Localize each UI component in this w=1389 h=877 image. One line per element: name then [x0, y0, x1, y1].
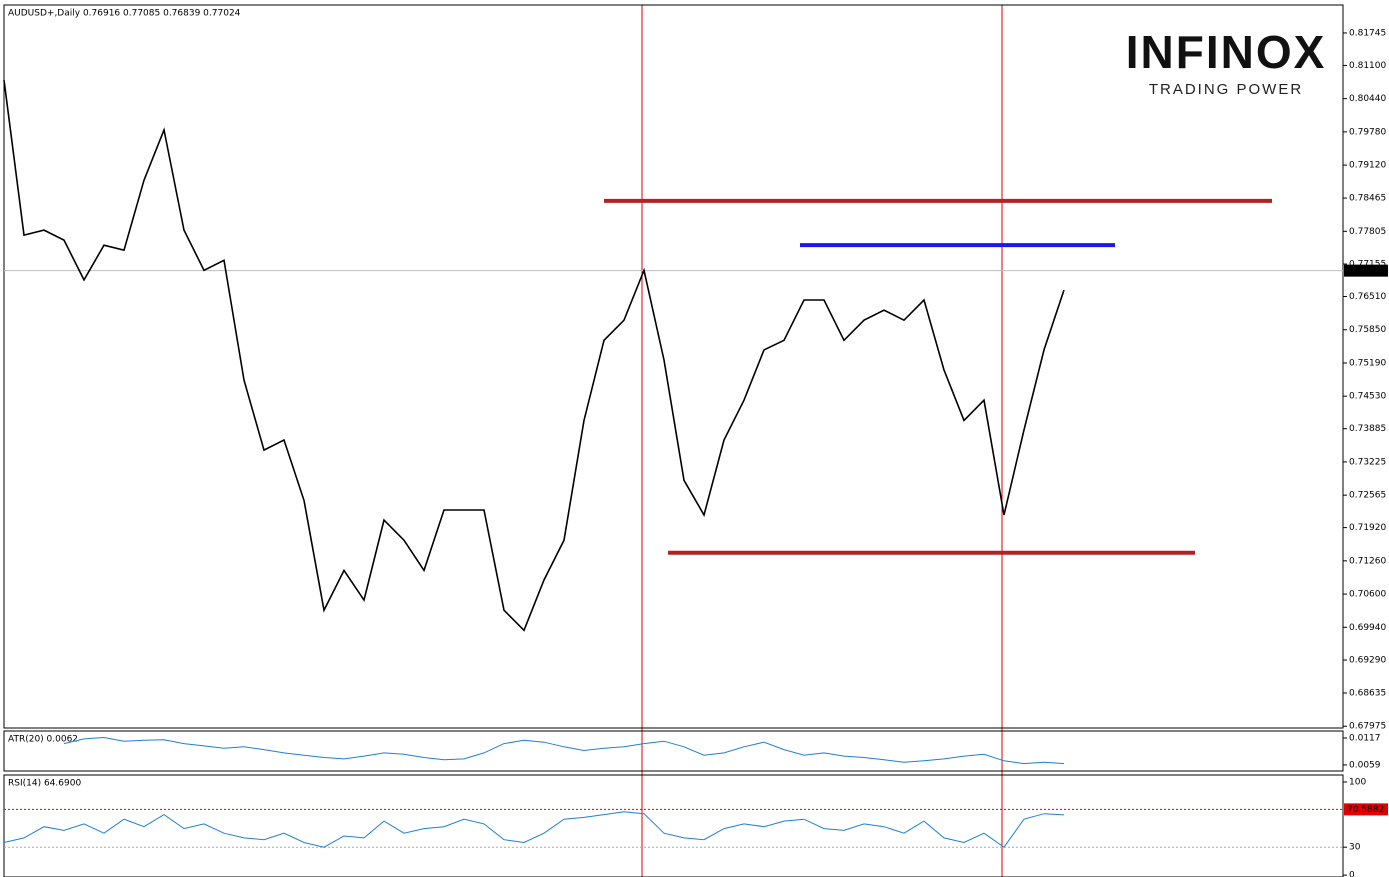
- series-line: [3, 811, 1065, 848]
- last-price-box: [1344, 264, 1388, 277]
- rsi-level-box: [1344, 803, 1388, 816]
- y-tick-label: 0.71920: [1349, 523, 1386, 533]
- y-tick-label: 30: [1349, 843, 1361, 853]
- y-tick-label: 0.81100: [1349, 61, 1386, 71]
- logo-name: INFINOX: [1126, 26, 1327, 78]
- panel-title: AUDUSD+,Daily 0.76916 0.77085 0.76839 0.…: [8, 9, 241, 19]
- y-tick-label: 0.75190: [1349, 358, 1386, 368]
- last-price-label: 0.77024: [1347, 266, 1384, 276]
- y-tick-label: 0.76510: [1349, 292, 1386, 302]
- series-line: [63, 736, 1065, 765]
- y-tick-label: 0.79120: [1349, 161, 1386, 171]
- y-tick-label: 0.73225: [1349, 457, 1386, 467]
- y-tick-label: 0.75850: [1349, 325, 1386, 335]
- y-tick-label: 0.69290: [1349, 656, 1386, 666]
- y-tick-label: 0.79780: [1349, 127, 1386, 137]
- panel-title: RSI(14) 64.6900: [8, 779, 81, 789]
- y-tick-label: 0: [1349, 871, 1355, 877]
- y-tick-label: 0.77805: [1349, 227, 1386, 237]
- y-tick-label: 0.73885: [1349, 424, 1386, 434]
- y-tick-label: 0.0117: [1349, 733, 1381, 743]
- y-tick-label: 0.71260: [1349, 556, 1386, 566]
- y-tick-label: 0.69940: [1349, 623, 1386, 633]
- y-tick-label: 0.0059: [1349, 760, 1381, 770]
- y-tick-label: 0.74530: [1349, 392, 1386, 402]
- y-tick-label: 0.67975: [1349, 722, 1386, 732]
- panel-frame: [3, 730, 1344, 772]
- y-tick-label: 0.80440: [1349, 94, 1386, 104]
- y-tick-label: 0.68635: [1349, 689, 1386, 699]
- y-tick-label: 0.81745: [1349, 28, 1386, 38]
- y-tick-label: 0.78465: [1349, 194, 1386, 204]
- y-tick-label: 0.70600: [1349, 590, 1386, 600]
- series-line: [3, 79, 1065, 632]
- logo-tagline: TRADING POWER: [1149, 81, 1303, 98]
- y-tick-label: 100: [1349, 777, 1366, 787]
- panel-frame: [3, 774, 1344, 877]
- panel-title: ATR(20) 0.0062: [8, 735, 78, 745]
- rsi-level-label: 70.5882: [1347, 805, 1384, 815]
- y-tick-label: 0.77155: [1349, 260, 1386, 270]
- panel-frame: [3, 4, 1344, 729]
- y-tick-label: 0.72565: [1349, 491, 1386, 501]
